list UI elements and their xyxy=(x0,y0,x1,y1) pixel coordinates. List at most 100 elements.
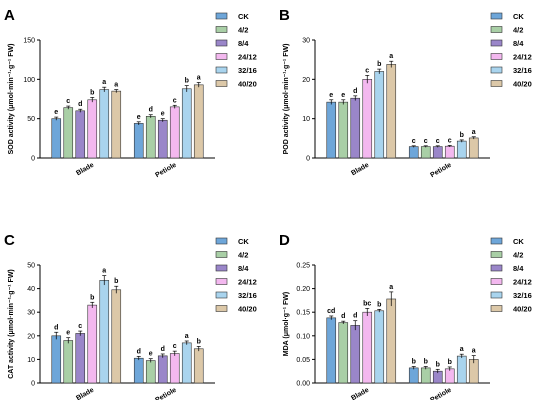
bar xyxy=(420,367,431,384)
significance-letter: a xyxy=(460,346,464,353)
y-tick-label: 0.05 xyxy=(296,357,310,364)
x-tick-label: Blade xyxy=(350,162,370,178)
bar xyxy=(157,355,168,384)
bar xyxy=(75,110,86,159)
legend-swatch xyxy=(215,291,228,299)
legend-swatch xyxy=(490,80,503,87)
bar xyxy=(408,367,419,384)
panel-D: D 0.00 0.05 0.10 0.15 0.20 0.25 MDA (μmol·g⁻¹ F… xyxy=(279,232,532,400)
significance-letter: a xyxy=(472,348,476,355)
bar xyxy=(75,333,86,384)
significance-letter: a xyxy=(472,129,476,136)
legend-swatch xyxy=(490,264,503,272)
y-axis-label: CAT activity (μmol·min⁻¹·g⁻¹ FW) xyxy=(8,269,15,379)
significance-letter: e xyxy=(137,114,141,121)
legend-label: 8/4 xyxy=(238,264,249,273)
bar xyxy=(51,335,62,384)
legend-label: 24/12 xyxy=(238,278,257,287)
legend-label: 4/2 xyxy=(513,251,523,260)
significance-letter: a xyxy=(114,82,118,89)
legend-swatch xyxy=(490,237,503,245)
significance-letter: e xyxy=(329,92,333,99)
significance-letter: b xyxy=(424,358,428,365)
bar xyxy=(145,360,156,384)
legend-label: 40/20 xyxy=(238,80,257,89)
legend-label: 32/16 xyxy=(513,291,532,300)
significance-letter: c xyxy=(173,97,177,104)
legend-swatch xyxy=(490,53,503,60)
legend-swatch xyxy=(490,12,503,20)
legend-swatch xyxy=(215,237,228,245)
bar xyxy=(133,357,144,384)
legend-label: 4/2 xyxy=(513,26,523,35)
panel-letter: C xyxy=(4,232,15,249)
significance-letter: d xyxy=(78,101,82,108)
x-tick-label: Petiole xyxy=(429,162,452,180)
legend-label: 32/16 xyxy=(238,66,257,75)
significance-letter: c xyxy=(78,323,82,330)
bar xyxy=(111,289,122,384)
significance-letter: d xyxy=(161,346,165,353)
significance-letter: a xyxy=(389,284,393,291)
bar xyxy=(386,298,397,384)
legend-label: 8/4 xyxy=(513,39,524,48)
significance-letter: b xyxy=(90,294,94,301)
legend-label: CK xyxy=(513,237,524,246)
x-tick-label: Petiole xyxy=(154,162,177,180)
bar xyxy=(326,101,337,159)
legend-label: 24/12 xyxy=(513,53,532,62)
legend-swatch xyxy=(490,278,503,285)
y-tick-label: 50 xyxy=(27,116,35,123)
bar xyxy=(99,89,110,159)
significance-letter: cd xyxy=(327,308,335,315)
bar xyxy=(408,146,419,159)
bar xyxy=(157,119,168,159)
bar xyxy=(193,84,204,159)
bar xyxy=(338,101,349,159)
significance-letter: c xyxy=(173,343,177,350)
significance-letter: e xyxy=(161,111,165,118)
y-tick-label: 10 xyxy=(27,357,35,364)
bar xyxy=(386,64,397,159)
bar xyxy=(468,137,479,159)
significance-letter: b xyxy=(448,359,452,366)
legend-label: 40/20 xyxy=(513,305,532,314)
significance-letter: d xyxy=(353,313,357,320)
legend-swatch xyxy=(215,39,228,47)
significance-letter: b xyxy=(185,78,189,85)
bar xyxy=(444,368,455,384)
y-axis-label: SOD activity (μmol·min⁻¹·g⁻¹ FW) xyxy=(8,44,15,155)
significance-letter: d xyxy=(54,324,58,331)
significance-letter: c xyxy=(448,137,452,144)
panel-letter: A xyxy=(4,7,15,24)
x-tick-label: Blade xyxy=(75,387,95,400)
significance-letter: d xyxy=(341,313,345,320)
significance-letter: d xyxy=(353,88,357,95)
significance-letter: c xyxy=(66,98,70,105)
legend-swatch xyxy=(215,278,228,285)
y-axis-label: MDA (μmol·g⁻¹ FW) xyxy=(283,292,290,356)
bar xyxy=(51,118,62,159)
bar xyxy=(350,325,361,384)
legend-swatch xyxy=(215,12,228,20)
significance-letter: b xyxy=(412,358,416,365)
bar xyxy=(63,107,74,159)
significance-letter: e xyxy=(341,92,345,99)
bar xyxy=(181,88,192,159)
bar xyxy=(326,317,337,384)
panel-letter: B xyxy=(279,7,290,24)
bar xyxy=(63,340,74,384)
x-tick-label: Blade xyxy=(75,162,95,178)
significance-letter: b xyxy=(377,301,381,308)
x-tick-label: Petiole xyxy=(154,387,177,400)
legend-swatch xyxy=(215,80,228,87)
y-tick-label: 10 xyxy=(302,116,310,123)
bar xyxy=(362,311,373,384)
bar xyxy=(432,146,443,159)
y-tick-label: 100 xyxy=(23,77,35,84)
significance-letter: b xyxy=(90,89,94,96)
legend-swatch xyxy=(490,251,503,258)
bar xyxy=(111,90,122,159)
bar xyxy=(169,353,180,384)
y-tick-label: 0.15 xyxy=(296,310,310,317)
